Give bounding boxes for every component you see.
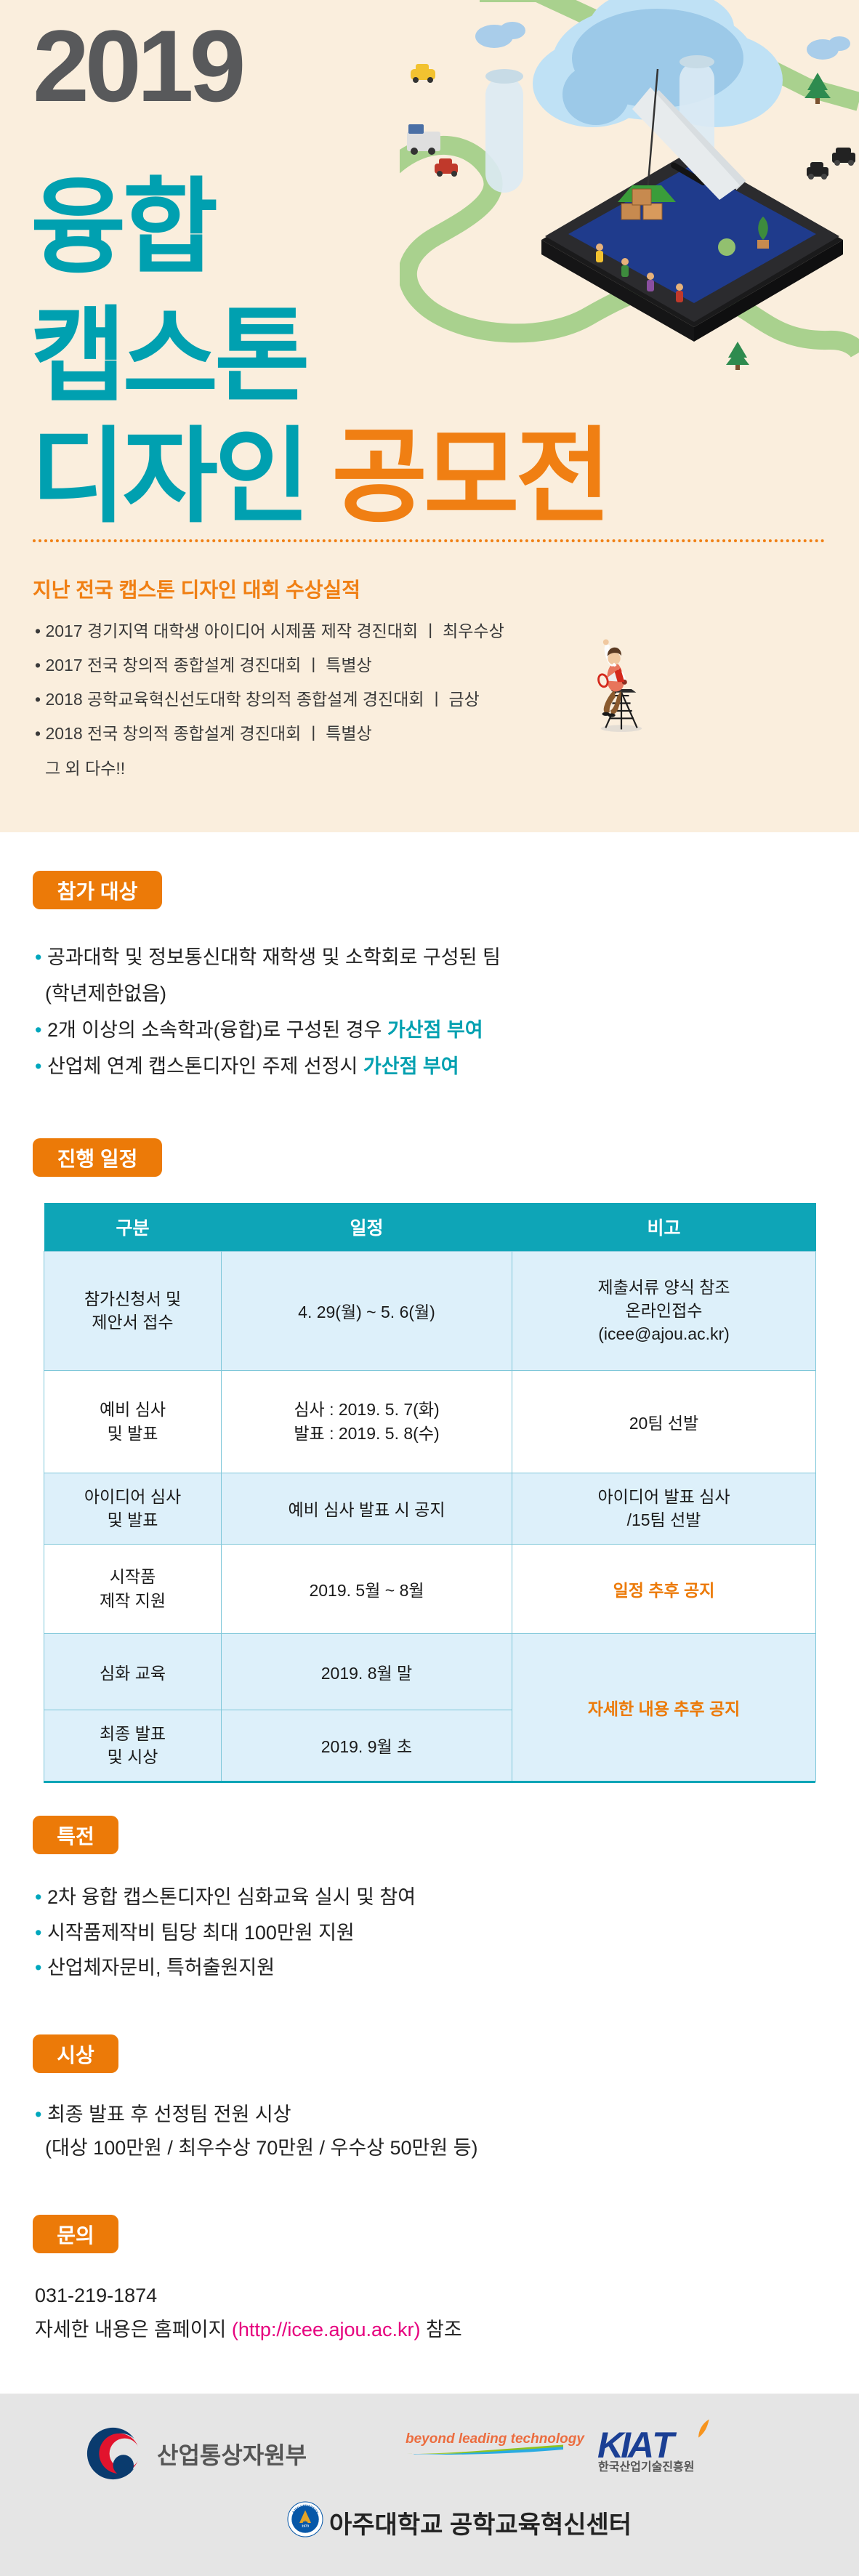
svg-text:1973: 1973 (302, 2524, 310, 2528)
